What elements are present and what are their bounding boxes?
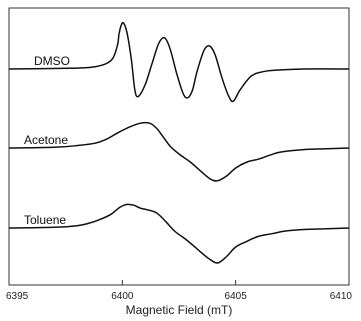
x-tick-label: 6410 xyxy=(330,291,353,302)
series-label-dmso: DMSO xyxy=(34,54,70,68)
series-label-toluene: Toluene xyxy=(24,213,66,227)
x-tick-label: 6395 xyxy=(6,291,29,302)
series-line-toluene xyxy=(8,203,350,264)
x-axis-label: Magnetic Field (mT) xyxy=(126,303,233,317)
plot-frame xyxy=(8,7,350,286)
x-axis-ticks: 6395 6400 6405 6410 xyxy=(6,280,352,302)
series-line-acetone xyxy=(8,121,350,182)
series-layer xyxy=(8,21,350,264)
x-tick-label: 6400 xyxy=(111,291,134,302)
series-line-dmso xyxy=(8,21,350,103)
series-label-acetone: Acetone xyxy=(24,133,68,147)
x-tick-label: 6405 xyxy=(225,291,248,302)
series-labels: DMSO Acetone Toluene xyxy=(24,54,70,227)
